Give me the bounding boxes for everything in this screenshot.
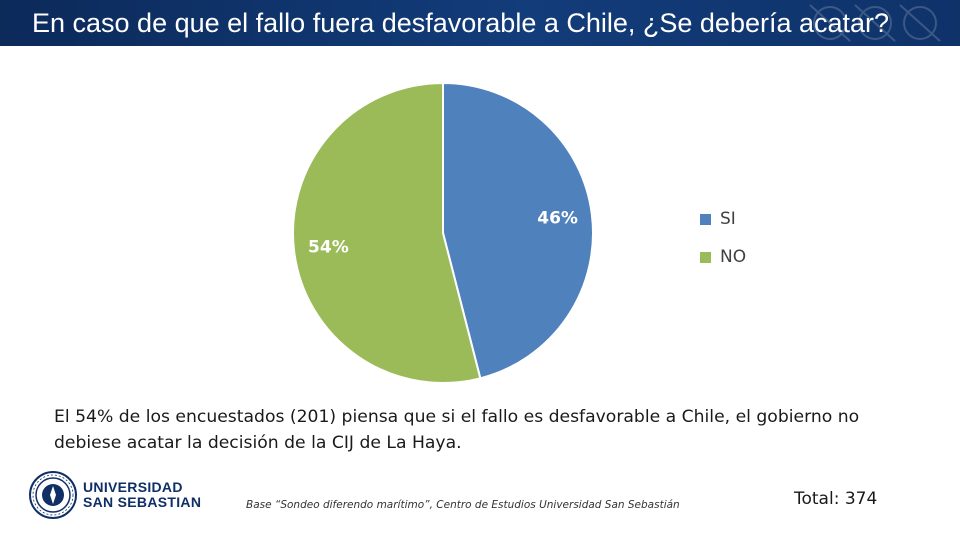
data-label-no: 54%	[308, 237, 349, 257]
legend-label-si: SI	[720, 209, 736, 229]
slide-title: En caso de que el fallo fuera desfavorab…	[32, 8, 890, 38]
data-label-si: 46%	[537, 209, 578, 229]
summary-text: El 54% de los encuestados (201) piensa q…	[54, 407, 860, 453]
total-count: Total: 374	[794, 489, 878, 509]
title-bar: En caso de que el fallo fuera desfavorab…	[0, 0, 960, 46]
university-logo: UNIVERSIDAD SAN SEBASTIAN	[28, 470, 201, 520]
legend-swatch-no	[700, 251, 711, 263]
legend-item-si: SI	[700, 200, 746, 238]
logo-line-2: SAN SEBASTIAN	[83, 494, 202, 510]
legend-label-no: NO	[720, 247, 747, 267]
legend-swatch-si	[700, 213, 711, 225]
source-note: Base “Sondeo diferendo marítimo”, Centro…	[246, 499, 680, 511]
pie-slice-no	[292, 81, 482, 384]
chart-legend: SI NO	[700, 200, 746, 276]
university-seal-icon	[29, 471, 77, 519]
logo-line-1: UNIVERSIDAD	[83, 479, 183, 495]
pie-slice-si	[442, 81, 594, 380]
header-pattern-icon	[809, 4, 941, 42]
legend-item-no: NO	[700, 238, 746, 276]
